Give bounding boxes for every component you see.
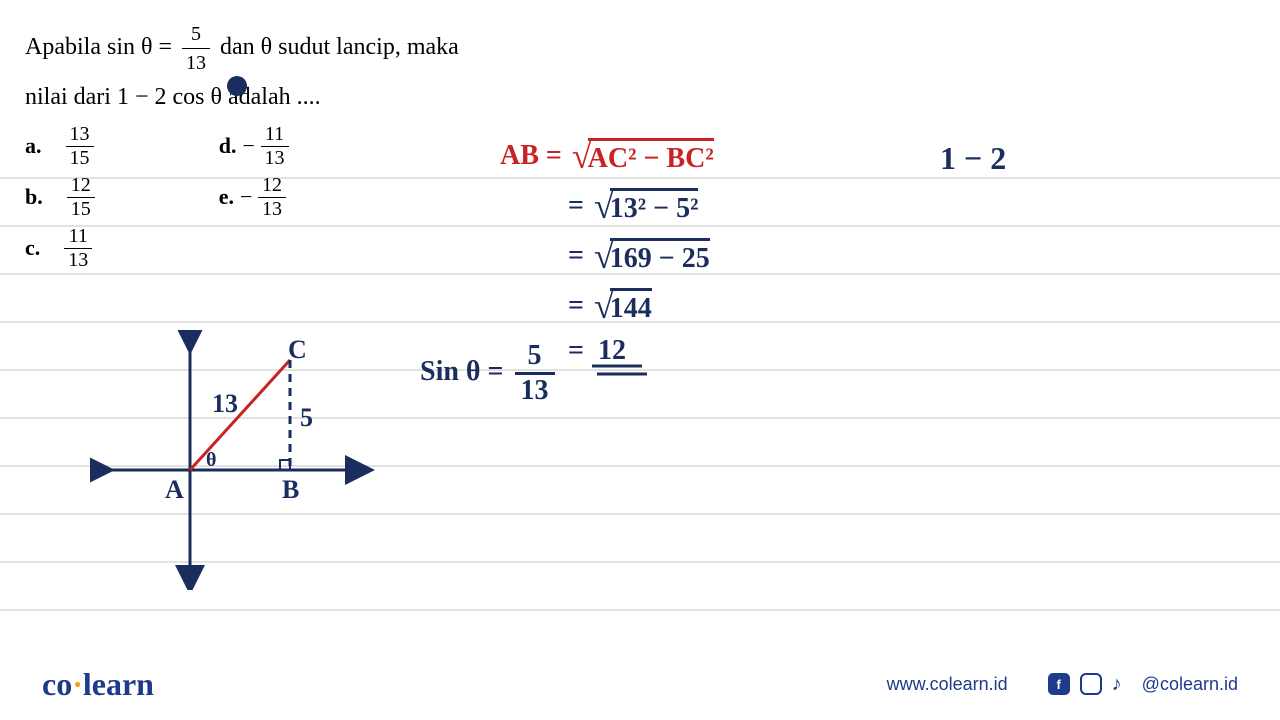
option-a: a. 13 15	[25, 123, 99, 170]
opt-d-label: d.	[219, 133, 237, 159]
q-post: dan θ sudut lancip, maka	[220, 34, 459, 60]
label-opp: 5	[300, 403, 313, 432]
facebook-icon[interactable]: f	[1048, 673, 1070, 695]
opt-d-frac: 11 13	[261, 123, 289, 170]
option-e: e. 12 13	[219, 174, 293, 221]
opt-b-frac: 12 15	[67, 174, 95, 221]
footer-url[interactable]: www.colearn.id	[887, 674, 1008, 695]
content-area: Apabila sin θ = 5 13 dan θ sudut lancip,…	[0, 0, 1280, 292]
triangle-diagram: A B C 13 5 θ	[90, 330, 390, 590]
options-col2: d. 11 13 e. 12 13	[219, 123, 293, 272]
social-group: f ♪ @colearn.id	[1048, 673, 1238, 695]
annotation-circle	[227, 76, 247, 96]
eq-line-5: = 12	[568, 335, 714, 367]
q-frac-num: 5	[182, 20, 210, 49]
options-container: a. 13 15 b. 12 15 c. 11 13	[25, 123, 1255, 272]
tiktok-icon[interactable]: ♪	[1112, 673, 1132, 695]
footer-right: www.colearn.id f ♪ @colearn.id	[887, 673, 1238, 695]
footer: co·learn www.colearn.id f ♪ @colearn.id	[0, 648, 1280, 720]
q-frac-den: 13	[182, 49, 210, 77]
question-line2: nilai dari 1 − 2 cos θ adalah ....	[25, 81, 1255, 115]
logo-co: co	[42, 666, 72, 702]
label-C: C	[288, 335, 307, 364]
label-theta: θ	[206, 449, 216, 471]
double-underline-icon	[592, 363, 652, 379]
q-pre: Apabila sin θ =	[25, 34, 178, 60]
social-handle: @colearn.id	[1142, 674, 1238, 695]
logo: co·learn	[42, 666, 154, 703]
label-A: A	[165, 475, 184, 504]
opt-a-frac: 13 15	[66, 123, 94, 170]
option-d: d. 11 13	[219, 123, 293, 170]
option-c: c. 11 13	[25, 225, 99, 272]
opt-a-label: a.	[25, 133, 42, 159]
option-b: b. 12 15	[25, 174, 99, 221]
opt-e-frac: 12 13	[258, 174, 286, 221]
options-col1: a. 13 15 b. 12 15 c. 11 13	[25, 123, 99, 272]
logo-dot-icon: ·	[72, 666, 83, 702]
opt-c-label: c.	[25, 235, 40, 261]
logo-learn: learn	[83, 666, 154, 702]
question-line1: Apabila sin θ = 5 13 dan θ sudut lancip,…	[25, 20, 1255, 77]
instagram-icon[interactable]	[1080, 673, 1102, 695]
opt-e-label: e.	[219, 184, 234, 210]
label-hyp: 13	[212, 389, 238, 418]
opt-b-label: b.	[25, 184, 43, 210]
label-B: B	[282, 475, 299, 504]
opt-c-frac: 11 13	[64, 225, 92, 272]
q-frac: 5 13	[182, 20, 210, 77]
